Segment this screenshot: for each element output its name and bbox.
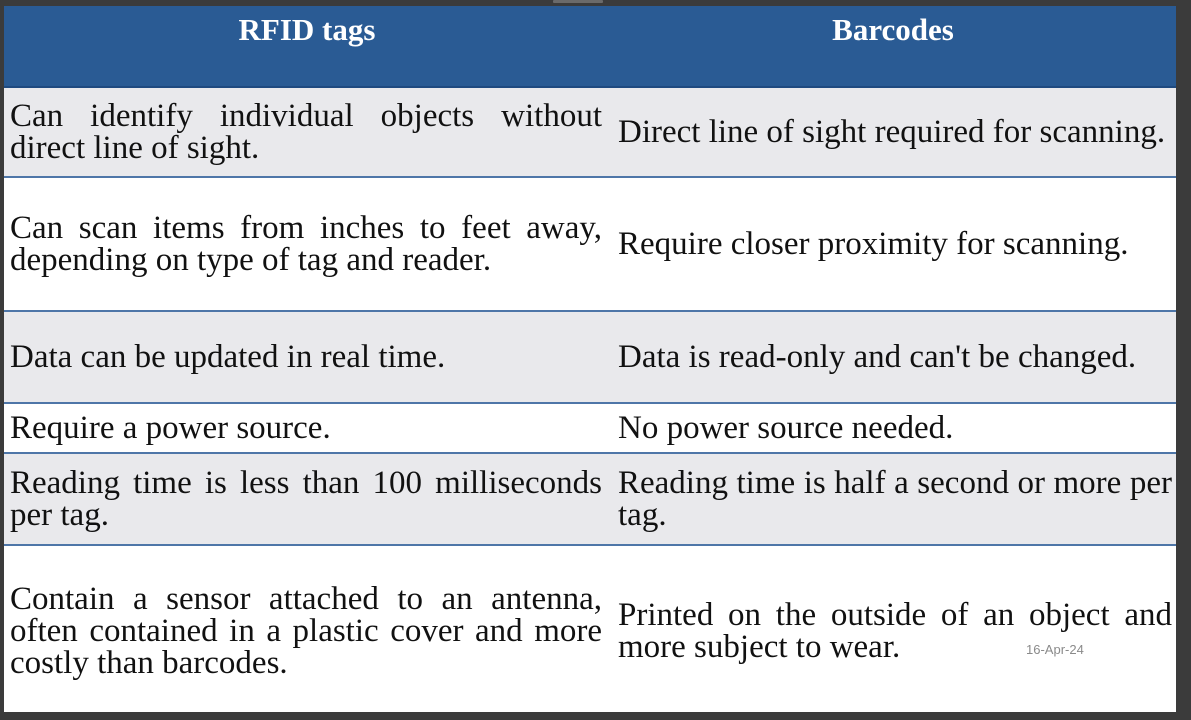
table-row: Data can be updated in real time. Data i… xyxy=(4,311,1176,404)
window-bottom-margin xyxy=(0,712,1191,720)
table-row: Reading time is less than 100 millisecon… xyxy=(4,453,1176,546)
comparison-table: RFID tags Barcodes Can identify individu… xyxy=(4,6,1176,716)
barcode-cell: Data is read-only and can't be changed. xyxy=(610,311,1176,404)
window-right-margin xyxy=(1176,6,1191,720)
slide: RFID tags Barcodes Can identify individu… xyxy=(4,6,1176,716)
rfid-cell: Reading time is less than 100 millisecon… xyxy=(4,453,610,546)
rfid-cell: Contain a sensor attached to an antenna,… xyxy=(4,545,610,716)
rfid-cell: Can scan items from inches to feet away,… xyxy=(4,177,610,312)
rfid-cell: Can identify individual objects without … xyxy=(4,87,610,178)
table-row: Can scan items from inches to feet away,… xyxy=(4,177,1176,312)
barcode-cell: No power source needed. xyxy=(610,403,1176,454)
header-rfid-tags: RFID tags xyxy=(4,6,610,88)
barcode-cell: Direct line of sight required for scanni… xyxy=(610,87,1176,178)
barcode-cell: Require closer proximity for scanning. xyxy=(610,177,1176,312)
window-top-bar xyxy=(0,0,1191,6)
window-top-handle xyxy=(553,0,603,3)
rfid-cell: Data can be updated in real time. xyxy=(4,311,610,404)
barcode-cell: Reading time is half a second or more pe… xyxy=(610,453,1176,546)
slide-date: 16-Apr-24 xyxy=(1026,642,1084,657)
table-header-row: RFID tags Barcodes xyxy=(4,6,1176,88)
barcode-cell: Printed on the outside of an object and … xyxy=(610,545,1176,716)
header-barcodes: Barcodes xyxy=(610,6,1176,88)
rfid-cell: Require a power source. xyxy=(4,403,610,454)
table-row: Require a power source. No power source … xyxy=(4,403,1176,454)
table-row: Can identify individual objects without … xyxy=(4,87,1176,178)
table-row: Contain a sensor attached to an antenna,… xyxy=(4,545,1176,716)
